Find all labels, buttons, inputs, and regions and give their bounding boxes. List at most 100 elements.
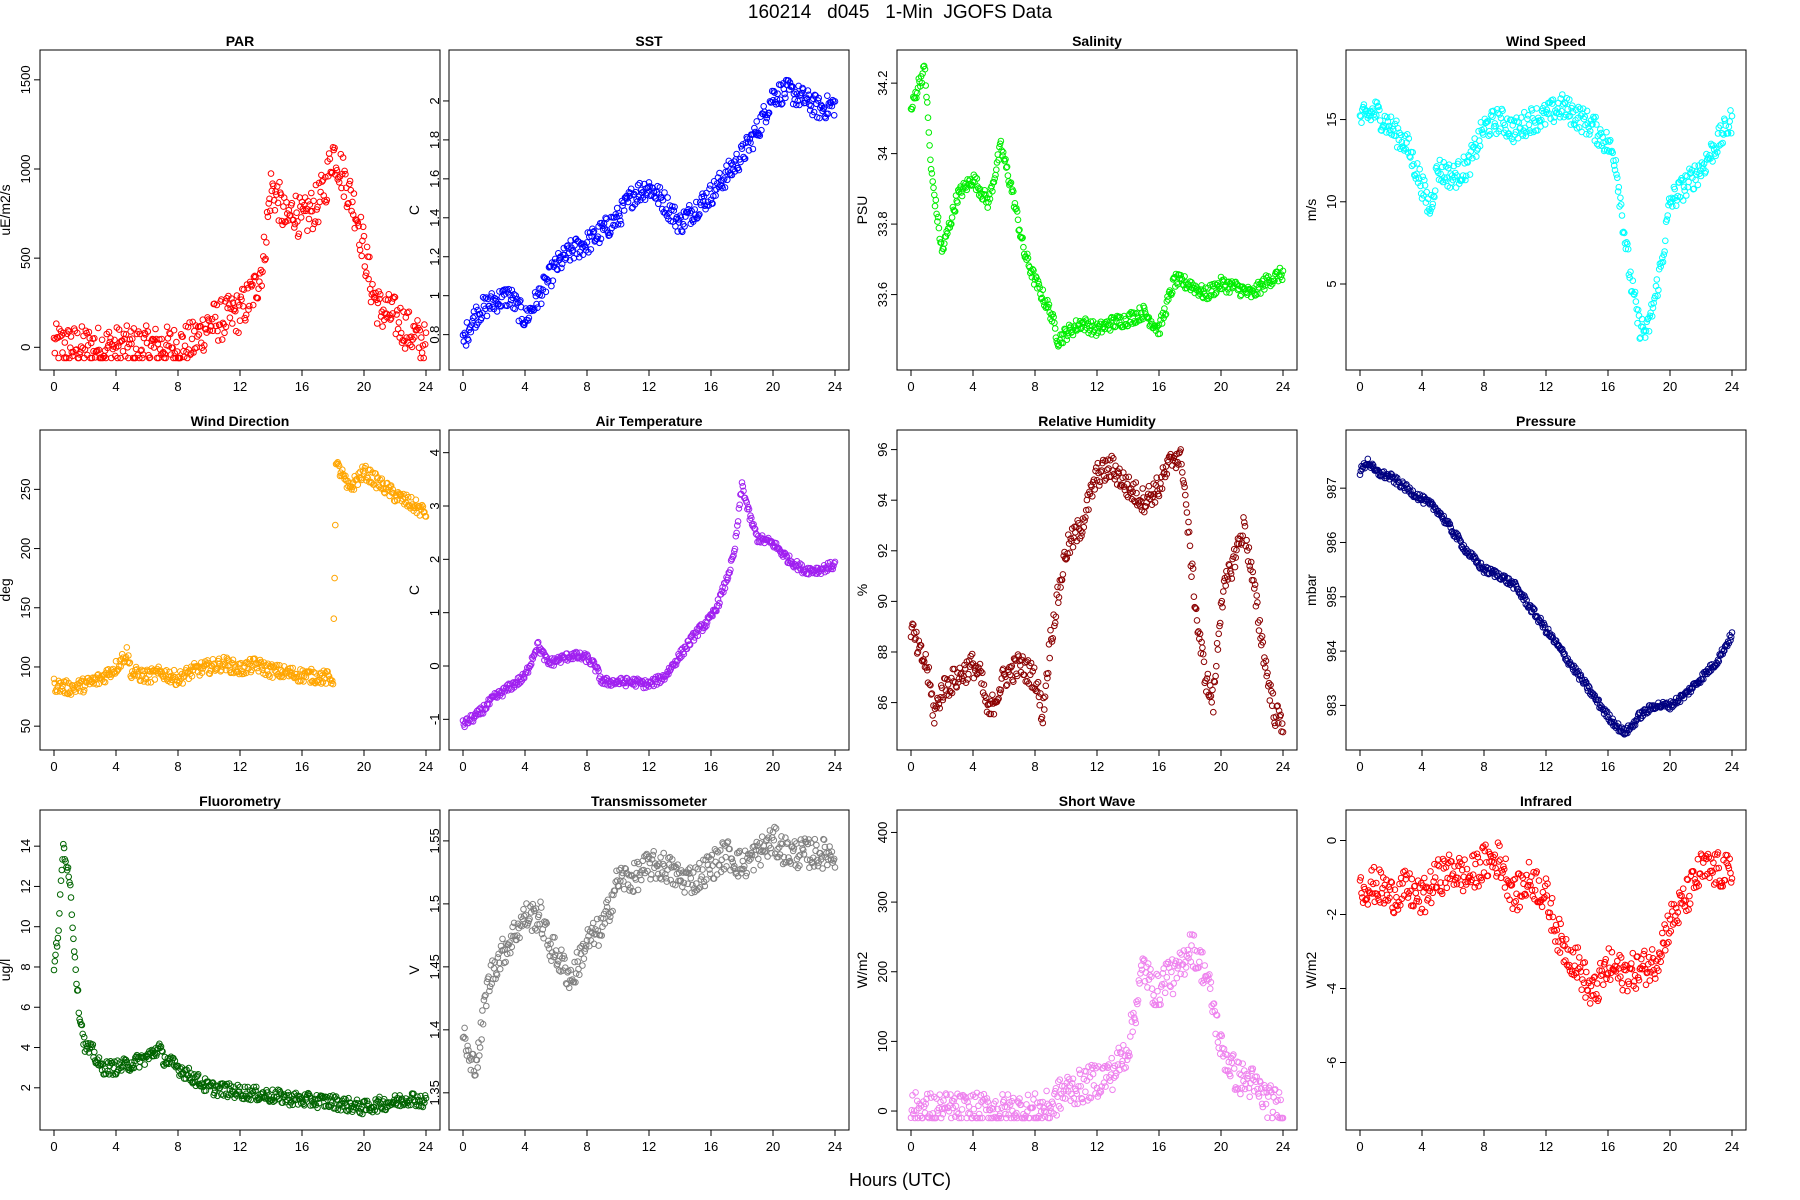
air-temperature-x-tick-label: 12 (642, 759, 656, 774)
fluorometry-point (91, 1048, 98, 1056)
par-point (262, 255, 269, 263)
transmissometer-point (757, 862, 764, 869)
relative-humidity-point (922, 651, 930, 658)
sst-point (820, 104, 828, 111)
salinity-point (934, 213, 942, 221)
par-x-tick-label: 16 (295, 379, 309, 394)
par-point (267, 170, 275, 177)
salinity-point (1106, 327, 1114, 334)
par-point (172, 354, 179, 362)
sst-point (798, 89, 806, 97)
wind-speed-point (1538, 116, 1545, 124)
par-point (306, 201, 314, 208)
wind-speed-point (1445, 164, 1452, 172)
wind-speed-point (1394, 125, 1402, 132)
salinity-point (944, 230, 951, 237)
wind-speed-point (1475, 127, 1482, 135)
air-temperature-y-tick-label: 3 (427, 502, 442, 509)
wind-speed-point (1476, 142, 1484, 150)
transmissometer-point (593, 915, 601, 923)
par-point (162, 354, 169, 362)
sst-point (774, 90, 781, 97)
sst-point (635, 193, 643, 201)
salinity-point (997, 137, 1005, 145)
par-point (266, 195, 273, 203)
par-point (266, 207, 274, 215)
relative-humidity-point (1188, 573, 1195, 581)
transmissometer-point (490, 965, 498, 972)
sst-point (679, 228, 686, 236)
par-point (275, 217, 283, 224)
sst-point (703, 189, 710, 197)
par-point (173, 348, 181, 355)
air-temperature-x-tick-label: 4 (521, 759, 528, 774)
air-temperature-y-tick-label: 2 (427, 556, 442, 563)
wind-speed-point (1684, 183, 1692, 191)
salinity-point (909, 103, 916, 111)
wind-speed-point (1393, 117, 1400, 125)
salinity-x-tick-label: 24 (1276, 379, 1290, 394)
salinity-point (972, 173, 979, 181)
pressure-title: Pressure (1516, 413, 1576, 429)
par-point (274, 199, 282, 207)
sst-point (579, 251, 587, 258)
fluorometry-x-tick-label: 16 (295, 1139, 309, 1154)
par-point (173, 338, 180, 346)
par-point (85, 328, 93, 336)
transmissometer-point (476, 1044, 484, 1051)
relative-humidity-point (1183, 509, 1191, 516)
par-point (338, 184, 345, 192)
sst-point (596, 239, 603, 247)
transmissometer-point (537, 898, 544, 906)
wind-speed-point (1426, 210, 1434, 217)
sst-point (749, 145, 757, 153)
fluorometry-y-tick-label: 10 (18, 919, 33, 933)
salinity-point (1082, 317, 1090, 324)
salinity-point (931, 202, 939, 210)
par-point (195, 331, 203, 338)
fluorometry-title: Fluorometry (199, 793, 281, 809)
par-point (346, 180, 353, 188)
sst-point (745, 147, 753, 154)
relative-humidity-point (1083, 496, 1091, 504)
sst-x-tick-label: 20 (766, 379, 780, 394)
par-point (295, 230, 303, 238)
par-point (114, 354, 121, 362)
salinity-point (937, 239, 945, 246)
salinity-point (1168, 289, 1176, 297)
salinity-point (1275, 271, 1283, 279)
wind-speed-title: Wind Speed (1506, 33, 1586, 49)
wind-speed-point (1469, 154, 1476, 162)
wind-direction-point (229, 656, 237, 664)
wind-speed-point (1519, 132, 1527, 139)
sst-point (739, 141, 747, 148)
wind-speed-point (1373, 99, 1381, 106)
sst-point (587, 246, 595, 253)
transmissometer-point (520, 906, 527, 913)
wind-speed-point (1510, 138, 1517, 146)
wind-speed-point (1527, 129, 1534, 136)
transmissometer-point (681, 889, 688, 896)
fluorometry-x-tick-label: 24 (419, 1139, 433, 1154)
wind-speed-point (1371, 114, 1378, 121)
par-point (125, 340, 133, 348)
wind-speed-point (1671, 185, 1678, 193)
wind-speed-point (1408, 162, 1416, 170)
par-point (322, 173, 329, 181)
par-point (88, 354, 96, 362)
fluorometry-point (136, 1064, 143, 1071)
fluorometry-x-tick-label: 8 (174, 1139, 181, 1154)
salinity-point (1049, 310, 1057, 318)
wind-speed-point (1414, 160, 1421, 167)
sst-point (762, 118, 770, 126)
par-point (357, 213, 365, 221)
wind-speed-point (1409, 149, 1416, 156)
relative-humidity-point (1182, 491, 1189, 499)
par-point (297, 214, 305, 221)
wind-speed-point (1557, 95, 1564, 102)
relative-humidity-point (1055, 599, 1062, 607)
wind-speed-point (1631, 291, 1638, 299)
